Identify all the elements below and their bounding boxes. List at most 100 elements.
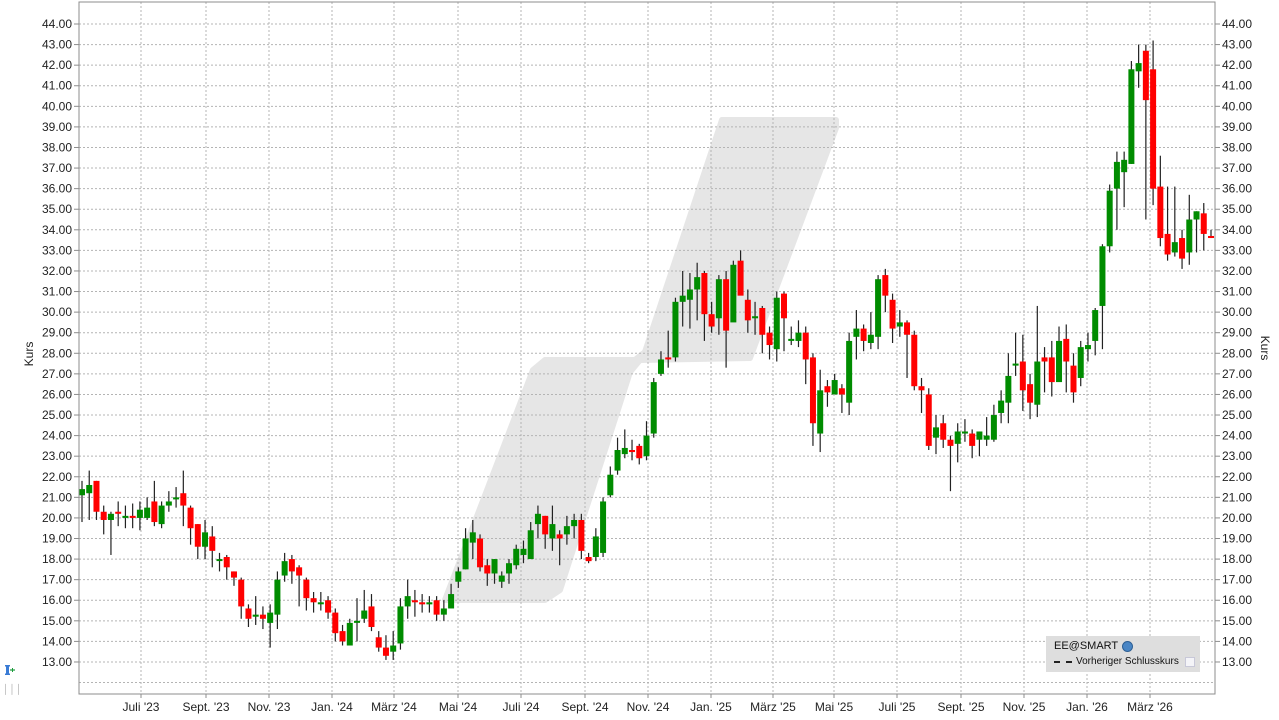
svg-text:35.00: 35.00 [1222,202,1252,216]
svg-text:18.00: 18.00 [1222,552,1252,566]
y-axis-left-labels: 44.00 43.00 42.00 41.00 40.00 39.00 38.00 37.00… [42,17,79,669]
svg-text:22.00: 22.00 [1222,470,1252,484]
y-axis-right-labels: 44.00 43.00 42.00 41.00 40.00 39.00 38.00 37.00… [1215,17,1252,669]
x-axis-labels: Juli '23 Sept. '23 Nov. '23 Jan. '24 März '2… [123,694,1173,714]
dashed-line-icon [1054,660,1072,663]
svg-text:22.00: 22.00 [42,470,72,484]
svg-text:25.00: 25.00 [1222,408,1252,422]
svg-text:41.00: 41.00 [42,79,72,93]
svg-text:14.00: 14.00 [42,634,72,648]
svg-text:29.00: 29.00 [42,326,72,340]
svg-text:32.00: 32.00 [1222,264,1252,278]
svg-text:Sept. '23: Sept. '23 [183,700,230,714]
axes [78,1,1216,695]
svg-text:42.00: 42.00 [42,58,72,72]
svg-text:40.00: 40.00 [42,99,72,113]
svg-text:28.00: 28.00 [1222,346,1252,360]
svg-text:42.00: 42.00 [1222,58,1252,72]
legend-symbol-row: EE@SMART [1054,640,1134,652]
svg-text:39.00: 39.00 [42,120,72,134]
svg-text:43.00: 43.00 [42,38,72,52]
svg-text:26.00: 26.00 [1222,387,1252,401]
svg-text:Sept. '24: Sept. '24 [562,700,609,714]
svg-text:Nov. '24: Nov. '24 [627,700,670,714]
svg-text:36.00: 36.00 [1222,182,1252,196]
svg-text:43.00: 43.00 [1222,38,1252,52]
svg-text:21.00: 21.00 [42,490,72,504]
svg-text:März '24: März '24 [371,700,417,714]
svg-text:40.00: 40.00 [1222,99,1252,113]
bars-icon[interactable]: │││ [3,684,23,694]
svg-text:15.00: 15.00 [1222,614,1252,628]
svg-text:23.00: 23.00 [42,449,72,463]
svg-text:28.00: 28.00 [42,346,72,360]
svg-text:34.00: 34.00 [42,223,72,237]
globe-icon [1122,640,1134,652]
svg-text:23.00: 23.00 [1222,449,1252,463]
svg-text:14.00: 14.00 [1222,634,1252,648]
svg-text:24.00: 24.00 [42,429,72,443]
svg-text:Jan. '25: Jan. '25 [690,700,732,714]
svg-text:März '25: März '25 [750,700,796,714]
svg-text:Jan. '24: Jan. '24 [311,700,353,714]
svg-text:Juli '25: Juli '25 [879,700,916,714]
legend-symbol-label: EE@SMART [1054,640,1119,652]
svg-text:33.00: 33.00 [1222,243,1252,257]
svg-text:Nov. '23: Nov. '23 [248,700,291,714]
svg-text:27.00: 27.00 [1222,367,1252,381]
candles [79,40,1214,660]
svg-text:44.00: 44.00 [1222,17,1252,31]
svg-text:39.00: 39.00 [1222,120,1252,134]
svg-text:Juli '24: Juli '24 [503,700,540,714]
svg-text:24.00: 24.00 [1222,429,1252,443]
svg-text:25.00: 25.00 [42,408,72,422]
crosshair-tool-icon[interactable] [4,664,16,676]
svg-text:31.00: 31.00 [1222,285,1252,299]
svg-text:Mai '24: Mai '24 [439,700,478,714]
svg-text:32.00: 32.00 [42,264,72,278]
svg-text:26.00: 26.00 [42,387,72,401]
svg-text:20.00: 20.00 [1222,511,1252,525]
svg-text:13.00: 13.00 [1222,655,1252,669]
legend-series-label: Vorheriger Schlusskurs [1076,656,1179,667]
svg-text:20.00: 20.00 [42,511,72,525]
svg-text:16.00: 16.00 [1222,593,1252,607]
svg-text:17.00: 17.00 [42,573,72,587]
svg-text:38.00: 38.00 [42,140,72,154]
svg-text:Sept. '25: Sept. '25 [938,700,985,714]
svg-text:33.00: 33.00 [42,243,72,257]
svg-text:15.00: 15.00 [42,614,72,628]
svg-text:34.00: 34.00 [1222,223,1252,237]
svg-text:19.00: 19.00 [1222,532,1252,546]
svg-text:16.00: 16.00 [42,593,72,607]
svg-text:Juli '23: Juli '23 [123,700,160,714]
svg-text:38.00: 38.00 [1222,140,1252,154]
legend-series-row: Vorheriger Schlusskurs [1054,656,1195,667]
svg-text:29.00: 29.00 [1222,326,1252,340]
svg-text:44.00: 44.00 [42,17,72,31]
svg-text:30.00: 30.00 [1222,305,1252,319]
svg-text:30.00: 30.00 [42,305,72,319]
chart-legend[interactable]: EE@SMART Vorheriger Schlusskurs [1046,636,1200,672]
svg-text:Mai '25: Mai '25 [815,700,854,714]
color-swatch-icon[interactable] [1184,656,1195,667]
svg-text:41.00: 41.00 [1222,79,1252,93]
svg-text:Jan. '26: Jan. '26 [1066,700,1108,714]
y-axis-title-left: Kurs [22,342,36,367]
y-axis-title-right: Kurs [1258,336,1272,361]
svg-text:Nov. '25: Nov. '25 [1003,700,1046,714]
svg-text:31.00: 31.00 [42,285,72,299]
svg-text:35.00: 35.00 [42,202,72,216]
svg-text:März '26: März '26 [1127,700,1173,714]
svg-text:37.00: 37.00 [42,161,72,175]
grid-lines [79,2,1215,694]
svg-text:18.00: 18.00 [42,552,72,566]
svg-text:19.00: 19.00 [42,532,72,546]
svg-text:17.00: 17.00 [1222,573,1252,587]
highlight-band [442,117,839,603]
svg-text:21.00: 21.00 [1222,490,1252,504]
svg-text:13.00: 13.00 [42,655,72,669]
svg-text:36.00: 36.00 [42,182,72,196]
svg-text:37.00: 37.00 [1222,161,1252,175]
